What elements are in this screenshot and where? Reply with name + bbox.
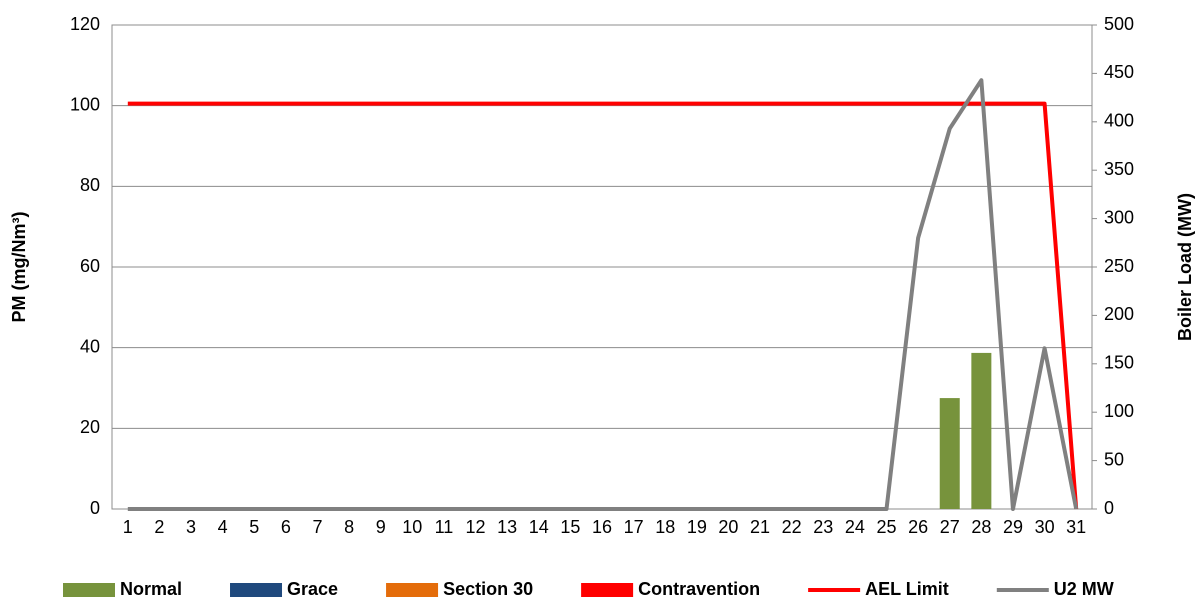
y2-tick-label: 0 — [1104, 498, 1114, 518]
x-tick-label: 2 — [154, 517, 164, 537]
x-tick-label: 6 — [281, 517, 291, 537]
x-tick-label: 24 — [845, 517, 865, 537]
x-tick-label: 3 — [186, 517, 196, 537]
x-tick-label: 26 — [908, 517, 928, 537]
x-tick-label: 13 — [497, 517, 517, 537]
y2-tick-label: 250 — [1104, 256, 1134, 276]
line — [127, 101, 1079, 510]
y2-tick-label: 100 — [1104, 401, 1134, 421]
x-tick-label: 9 — [376, 517, 386, 537]
y-tick-label: 20 — [80, 417, 100, 437]
x-tick-label: 27 — [940, 517, 960, 537]
x-tick-label: 7 — [312, 517, 322, 537]
x-tick-label: 4 — [218, 517, 228, 537]
x-tick-label: 18 — [655, 517, 675, 537]
x-tick-label: 21 — [750, 517, 770, 537]
x-tick-label: 5 — [249, 517, 259, 537]
y2-tick-label: 450 — [1104, 62, 1134, 82]
x-tick-label: 20 — [718, 517, 738, 537]
legend-label: Contravention — [638, 579, 760, 599]
legend-label: U2 MW — [1054, 579, 1114, 599]
bar — [971, 352, 992, 509]
x-tick-label: 12 — [466, 517, 486, 537]
bar — [939, 398, 960, 509]
y2-tick-label: 350 — [1104, 159, 1134, 179]
x-tick-label: 16 — [592, 517, 612, 537]
y-tick-label: 120 — [70, 14, 100, 34]
x-tick-label: 11 — [435, 517, 454, 537]
x-tick-label: 25 — [877, 517, 897, 537]
y-tick-label: 40 — [80, 336, 100, 356]
y2-tick-label: 400 — [1104, 111, 1134, 131]
x-tick-label: 28 — [971, 517, 991, 537]
legend-swatch — [230, 583, 283, 597]
x-tick-label: 14 — [529, 517, 549, 537]
x-tick-label: 29 — [1003, 517, 1023, 537]
x-tick-label: 30 — [1035, 517, 1055, 537]
y-tick-label: 60 — [80, 256, 100, 276]
x-tick-label: 1 — [123, 517, 133, 537]
legend-label: Normal — [120, 579, 182, 599]
x-tick-label: 17 — [624, 517, 644, 537]
legend-swatch — [63, 583, 115, 597]
x-tick-label: 19 — [687, 517, 707, 537]
x-tick-label: 10 — [402, 517, 422, 537]
x-tick-label: 15 — [560, 517, 580, 537]
y-axis-title: PM (mg/Nm³) — [9, 212, 29, 323]
line — [127, 78, 1079, 511]
x-tick-label: 22 — [782, 517, 802, 537]
y2-tick-label: 300 — [1104, 207, 1134, 227]
x-tick-label: 23 — [813, 517, 833, 537]
y2-tick-label: 200 — [1104, 304, 1134, 324]
x-tick-label: 8 — [344, 517, 354, 537]
legend-label: Grace — [287, 579, 338, 599]
legend-label: AEL Limit — [865, 579, 949, 599]
legend-swatch — [581, 583, 634, 597]
y-tick-label: 0 — [90, 498, 100, 518]
y-tick-label: 80 — [80, 175, 100, 195]
y2-tick-label: 500 — [1104, 14, 1134, 34]
y-tick-label: 100 — [70, 94, 100, 114]
y2-tick-label: 150 — [1104, 353, 1134, 373]
x-tick-label: 31 — [1066, 517, 1086, 537]
y2-tick-label: 50 — [1104, 449, 1124, 469]
y2-axis-title: Boiler Load (MW) — [1175, 193, 1195, 341]
legend-label: Section 30 — [443, 579, 533, 599]
legend-swatch — [386, 583, 439, 597]
